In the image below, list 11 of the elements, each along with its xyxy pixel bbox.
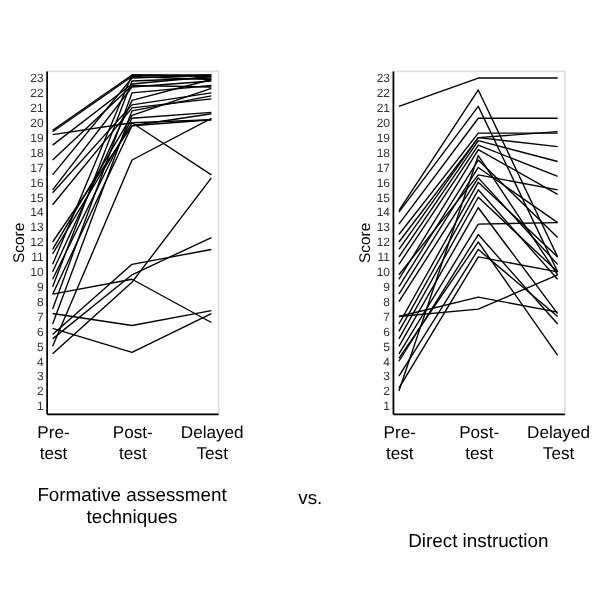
x-tick-label: Pre- test bbox=[37, 422, 70, 463]
text: Direct instruction bbox=[408, 529, 549, 552]
text: Formative assessment techniques bbox=[37, 482, 228, 528]
x-tick-label: Post- test bbox=[459, 422, 500, 463]
x-tick-label: Pre- test bbox=[383, 422, 417, 463]
text: vs. bbox=[298, 486, 323, 509]
x-tick-label: Post- test bbox=[112, 422, 154, 463]
y-axis-title: Score bbox=[355, 222, 374, 263]
y-axis-title: Score bbox=[9, 222, 28, 263]
x-tick-label: Delayed Test bbox=[527, 422, 591, 463]
x-tick-label: Delayed Test bbox=[180, 422, 245, 463]
